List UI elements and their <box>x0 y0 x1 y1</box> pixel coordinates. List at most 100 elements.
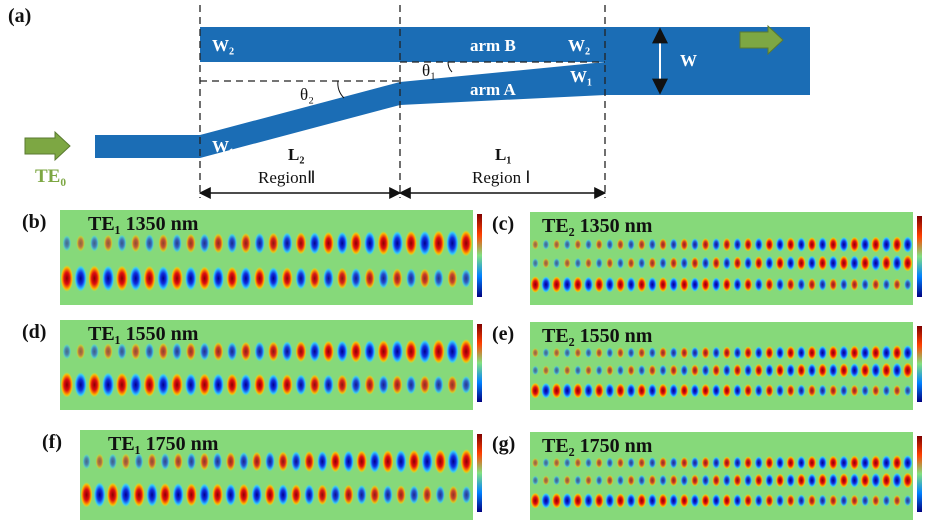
panel-title: TE₁ 1550 nm <box>88 323 199 345</box>
field-lobe <box>317 451 327 472</box>
field-lobe <box>882 236 891 252</box>
field-lobe <box>265 452 275 472</box>
field-lobe <box>606 365 613 376</box>
field-lobe <box>268 267 279 290</box>
field-lobe <box>808 256 817 271</box>
field-lobe <box>265 484 275 506</box>
field-lobe <box>351 375 361 395</box>
field-lobe <box>882 473 891 488</box>
field-lobe <box>680 257 688 270</box>
field-lobe <box>446 230 458 256</box>
field-lobe <box>606 475 613 486</box>
field-lobe <box>131 234 140 252</box>
field-lobe <box>829 237 838 252</box>
field-lobe <box>239 452 249 471</box>
field-lobe <box>861 345 870 360</box>
field-lobe <box>744 474 752 487</box>
field-lobe <box>670 347 678 359</box>
field-lobe <box>461 449 473 474</box>
field-lobe <box>892 455 901 470</box>
field-lobe <box>712 277 720 291</box>
field-lobe <box>712 494 720 508</box>
field-lobe <box>744 456 752 469</box>
field-lobe <box>818 346 827 360</box>
field-lobe <box>396 485 406 504</box>
field-lobe <box>765 256 773 270</box>
field-lobe <box>892 345 901 360</box>
field-lobe <box>702 457 710 469</box>
field-lobe <box>553 348 560 358</box>
field-lobe <box>370 485 380 505</box>
field-lobe <box>723 384 731 397</box>
field-lobe <box>282 267 293 289</box>
field-lobe <box>904 385 911 396</box>
field-lobe <box>818 256 827 271</box>
field-lobe <box>330 485 340 505</box>
region-label: Region Ⅰ <box>472 168 530 187</box>
field-lobe <box>116 373 128 397</box>
field-lobe <box>171 373 183 396</box>
field-lobe <box>595 493 604 508</box>
field-lobe <box>107 482 119 507</box>
field-lobe <box>88 265 100 291</box>
field-lobe <box>702 364 710 376</box>
field-lobe <box>808 346 817 360</box>
field-lobe <box>765 494 773 507</box>
field-lobe <box>304 451 314 472</box>
field-lobe <box>102 265 114 291</box>
field-lobe <box>829 346 838 360</box>
field-lobe <box>680 277 689 292</box>
field-lobe <box>659 347 667 359</box>
field-lobe <box>829 256 838 271</box>
field-lobe <box>240 374 251 396</box>
field-lobe <box>122 453 130 469</box>
field-lobe <box>733 364 741 377</box>
field-lobe <box>659 238 667 250</box>
field-lobe <box>819 385 827 397</box>
field-lobe <box>309 232 320 254</box>
field-lobe <box>627 475 634 486</box>
field-lobe <box>755 346 763 359</box>
field-lobe <box>659 277 668 292</box>
field-lobe <box>883 495 890 506</box>
field-lobe <box>669 277 678 292</box>
field-lobe <box>691 257 699 270</box>
field-lobe <box>808 494 816 506</box>
field-lobe <box>797 494 805 507</box>
field-lobe <box>627 457 634 468</box>
field-lobe <box>541 493 551 509</box>
field-lobe <box>573 276 582 292</box>
angle-label: θ₁ <box>422 61 436 80</box>
field-lobe <box>296 267 307 289</box>
field-lobe <box>606 347 613 358</box>
field-lobe <box>378 231 389 255</box>
field-panel: (b)TE₁ 1350 nm <box>22 210 482 305</box>
field-lobe <box>531 276 541 293</box>
input-arrow <box>25 132 70 160</box>
field-lobe <box>829 278 837 291</box>
field-lobe <box>892 473 901 488</box>
field-lobe <box>786 456 795 470</box>
field-lobe <box>543 348 550 358</box>
color-bar <box>917 326 922 402</box>
field-lobe <box>712 474 720 486</box>
field-lobe <box>563 276 572 292</box>
field-lobe <box>117 235 126 252</box>
field-lobe <box>744 256 752 270</box>
field-lobe <box>680 494 689 508</box>
field-lobe <box>186 342 196 360</box>
field-lobe <box>532 258 539 268</box>
field-lobe <box>157 266 169 291</box>
field-lobe <box>160 483 171 507</box>
field-lobe <box>573 493 582 508</box>
field-lobe <box>392 375 402 394</box>
field-lobe <box>563 493 572 508</box>
field-lobe <box>733 456 741 469</box>
field-lobe <box>145 234 154 252</box>
field-lobe <box>776 278 784 292</box>
figure: (a) W₂ arm B W₂ W arm A W₁ W₁ θ₁ θ₂ TE₀ … <box>0 0 938 525</box>
field-lobe <box>104 343 113 359</box>
field-lobe <box>553 258 560 268</box>
field-lobe <box>605 277 614 293</box>
field-lobe <box>606 457 613 468</box>
